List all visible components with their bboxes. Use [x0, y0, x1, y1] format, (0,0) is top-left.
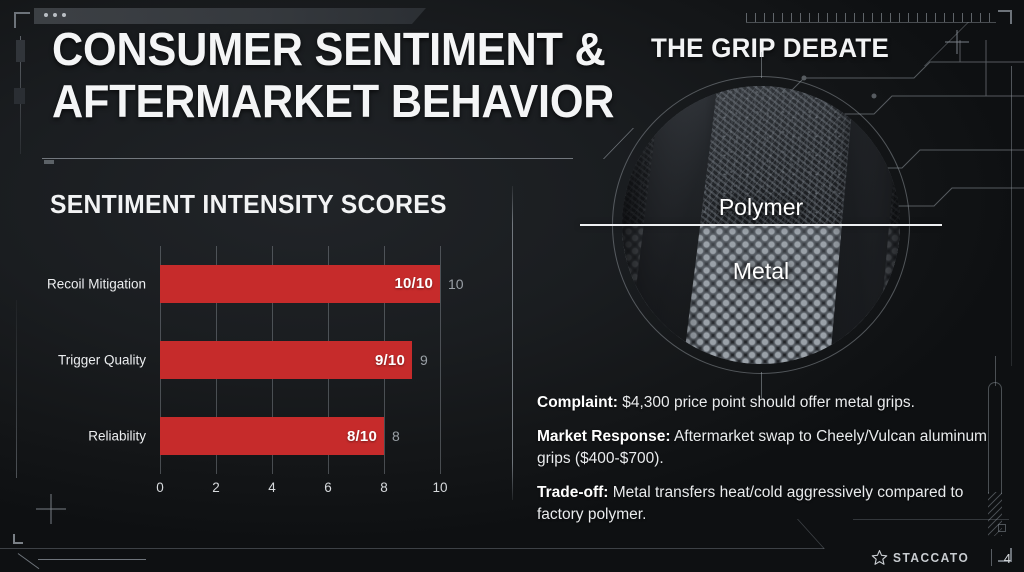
chart-heading: SENTIMENT INTENSITY SCORES [50, 189, 447, 219]
chart-x-tick-label: 8 [380, 480, 388, 495]
corner-bracket-top-left-icon [14, 12, 30, 28]
footer-rule [0, 548, 824, 549]
crosshair-marker-top-right-icon [945, 30, 969, 54]
grip-bullet-lead: Complaint: [537, 394, 618, 411]
grip-label-polymer: Polymer [718, 194, 804, 220]
brand-logo: STACCATO [871, 549, 976, 566]
chart-category-label: Trigger Quality [57, 352, 146, 368]
chart-bar-value: 10 [448, 275, 464, 292]
footer-separator [991, 549, 992, 566]
chart-bar: 9/10 [160, 341, 412, 379]
hud-top-right-bevel [924, 22, 1012, 66]
grip-bullet-lead: Trade-off: [537, 484, 609, 502]
chart-bar: 10/10 [160, 264, 440, 303]
hud-left-nub [16, 40, 25, 62]
grip-divider-line [580, 224, 942, 226]
chart-bar-label: 10/10 [394, 275, 433, 293]
chart-bars: Recoil Mitigation 10/10 10 Trigger Quality 9… [47, 246, 464, 474]
star-icon [871, 549, 888, 565]
hud-right-rail-stem [995, 356, 996, 386]
hud-left-rail-lower [16, 300, 17, 478]
chart-bar-value: 9 [420, 352, 428, 368]
hud-top-bar [34, 8, 426, 24]
grip-bullet-item: Trade-off: Metal transfers heat/cold agg… [537, 484, 964, 523]
grip-comparison-image: Polymer Metal [580, 52, 942, 398]
hud-top-bar-dots [44, 13, 66, 17]
chart-category-label: Recoil Mitigation [46, 276, 146, 292]
hud-bottom-right-square [998, 524, 1006, 532]
grip-bullet-lead: Market Response: [537, 428, 671, 446]
chart-bar-label: 8/10 [347, 427, 377, 445]
corner-bracket-top-right-icon [998, 10, 1012, 24]
title-underline-tick [44, 160, 54, 164]
brand-name: STACCATO [893, 550, 970, 565]
grip-bullet-item: Complaint: $4,300 price point should off… [537, 394, 915, 411]
page-number: 4 [1003, 551, 1011, 566]
chart-bar-row: Trigger Quality 9/10 9 [58, 341, 440, 379]
panel-divider [512, 186, 513, 500]
chart-x-tick-label: 2 [212, 480, 220, 495]
hud-bottom-left-diagonal [17, 553, 40, 570]
chart-x-axis: 0 2 4 6 8 10 [156, 480, 447, 504]
grip-ring-tick-top [761, 52, 762, 78]
chart-gridline [440, 246, 441, 474]
chart-bar-row: Reliability 8/10 8 [88, 417, 440, 455]
grip-bullet-list: Complaint: $4,300 price point should off… [537, 392, 992, 538]
hud-right-rail [1011, 66, 1012, 366]
chart-x-tick-label: 4 [268, 480, 276, 495]
chart-bar-value: 8 [392, 428, 400, 444]
chart-bar-label: 9/10 [375, 351, 405, 369]
corner-bracket-bottom-left-icon [13, 534, 23, 544]
sentiment-bar-chart: Recoil Mitigation 10/10 10 Trigger Quality 9… [40, 240, 495, 510]
grip-label-metal: Metal [732, 258, 790, 284]
chart-category-label: Reliability [88, 428, 146, 444]
hud-left-nub-secondary [14, 88, 25, 104]
grip-ring-tick-bottom [761, 372, 762, 398]
chart-bar-row: Recoil Mitigation 10/10 10 [47, 264, 464, 303]
hud-tick-ruler-baseline [746, 22, 996, 23]
hud-bottom-left-line [38, 559, 146, 560]
hud-left-rail [20, 36, 21, 154]
slide-title: CONSUMER SENTIMENT & AFTERMARKET BEHAVIO… [52, 23, 615, 127]
hud-tick-ruler [746, 13, 996, 22]
chart-x-tick-label: 6 [324, 480, 332, 495]
grip-heading: THE GRIP DEBATE [651, 33, 890, 63]
chart-bar: 8/10 [160, 417, 384, 455]
chart-x-tick-label: 0 [156, 480, 164, 495]
grip-bullet-item: Market Response: Aftermarket swap to Che… [537, 428, 987, 467]
title-underline-rule [42, 158, 573, 159]
chart-x-tick-label: 10 [432, 480, 448, 495]
chart-plot-area: Recoil Mitigation 10/10 10 Trigger Quality 9… [47, 246, 464, 474]
